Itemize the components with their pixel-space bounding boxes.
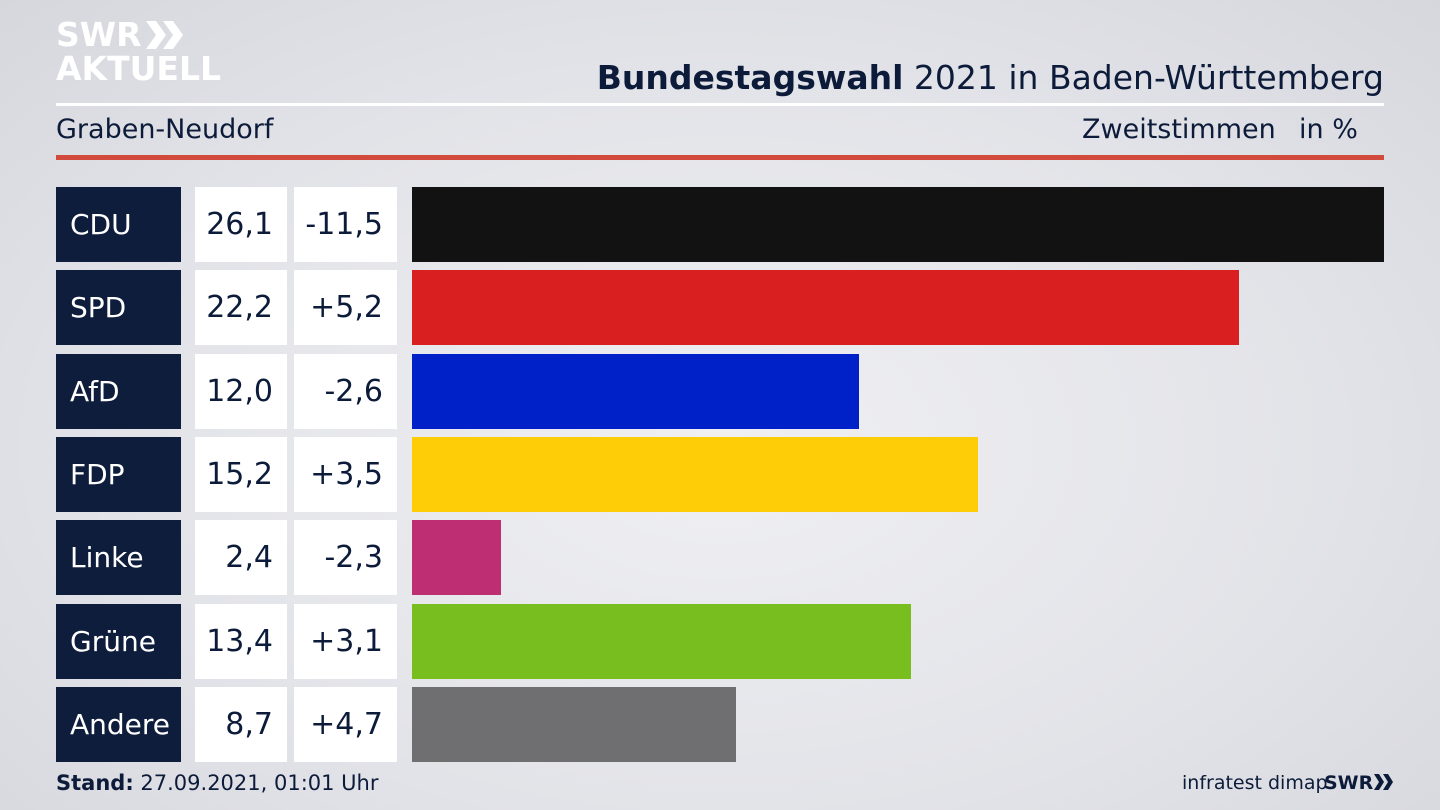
party-label: AfD: [56, 354, 181, 429]
timestamp-value: 27.09.2021, 01:01 Uhr: [133, 771, 379, 795]
result-row: Grüne 13,4 +3,1: [56, 604, 1384, 679]
party-label: Linke: [56, 520, 181, 595]
result-row: SPD 22,2 +5,2: [56, 270, 1384, 345]
footer-logo-text: SWR: [1324, 772, 1374, 794]
timestamp-label: Stand:: [56, 771, 134, 795]
vote-change-value: +3,5: [294, 437, 397, 512]
header-divider: [56, 103, 1384, 106]
data-source: infratest dimap: [1182, 772, 1328, 794]
result-row: FDP 15,2 +3,5: [56, 437, 1384, 512]
logo-arrows-icon: [145, 21, 183, 49]
vote-share-value: 8,7: [195, 687, 287, 762]
party-label: CDU: [56, 187, 181, 262]
unit-label: in %: [1299, 114, 1358, 145]
result-bar: [412, 687, 736, 762]
title-bold-part: Bundestagswahl: [596, 58, 904, 97]
district-name: Graben-Neudorf: [56, 114, 274, 145]
vote-share-value: 22,2: [195, 270, 287, 345]
swr-aktuell-logo: SWR AKTUELL: [56, 18, 226, 90]
vote-share-value: 15,2: [195, 437, 287, 512]
vote-share-value: 12,0: [195, 354, 287, 429]
vote-change-value: +3,1: [294, 604, 397, 679]
logo-aktuell-text: AKTUELL: [56, 49, 222, 88]
result-bar: [412, 520, 501, 595]
vote-change-value: +5,2: [294, 270, 397, 345]
result-bar: [412, 270, 1239, 345]
result-bar: [412, 187, 1384, 262]
result-row: Andere 8,7 +4,7: [56, 687, 1384, 762]
vote-change-value: -2,6: [294, 354, 397, 429]
party-label: Grüne: [56, 604, 181, 679]
result-row: AfD 12,0 -2,6: [56, 354, 1384, 429]
party-label: Andere: [56, 687, 181, 762]
vote-change-value: +4,7: [294, 687, 397, 762]
title-rest-part: 2021 in Baden-Württemberg: [903, 58, 1384, 97]
vote-change-value: -2,3: [294, 520, 397, 595]
accent-divider: [56, 155, 1384, 160]
party-label: SPD: [56, 270, 181, 345]
vote-change-value: -11,5: [294, 187, 397, 262]
party-label: FDP: [56, 437, 181, 512]
result-row: Linke 2,4 -2,3: [56, 520, 1384, 595]
vote-share-value: 26,1: [195, 187, 287, 262]
result-bar: [412, 437, 978, 512]
swr-footer-logo: SWR: [1324, 772, 1394, 794]
result-row: CDU 26,1 -11,5: [56, 187, 1384, 262]
logo-swr-text: SWR: [56, 18, 226, 52]
vote-share-value: 2,4: [195, 520, 287, 595]
vote-share-value: 13,4: [195, 604, 287, 679]
result-bar: [412, 604, 911, 679]
vote-type-label: Zweitstimmen: [1082, 114, 1276, 145]
chart-title: Bundestagswahl 2021 in Baden-Württemberg: [597, 58, 1384, 97]
result-bar: [412, 354, 859, 429]
timestamp: Stand: 27.09.2021, 01:01 Uhr: [56, 771, 379, 795]
footer-arrows-icon: [1374, 774, 1394, 790]
